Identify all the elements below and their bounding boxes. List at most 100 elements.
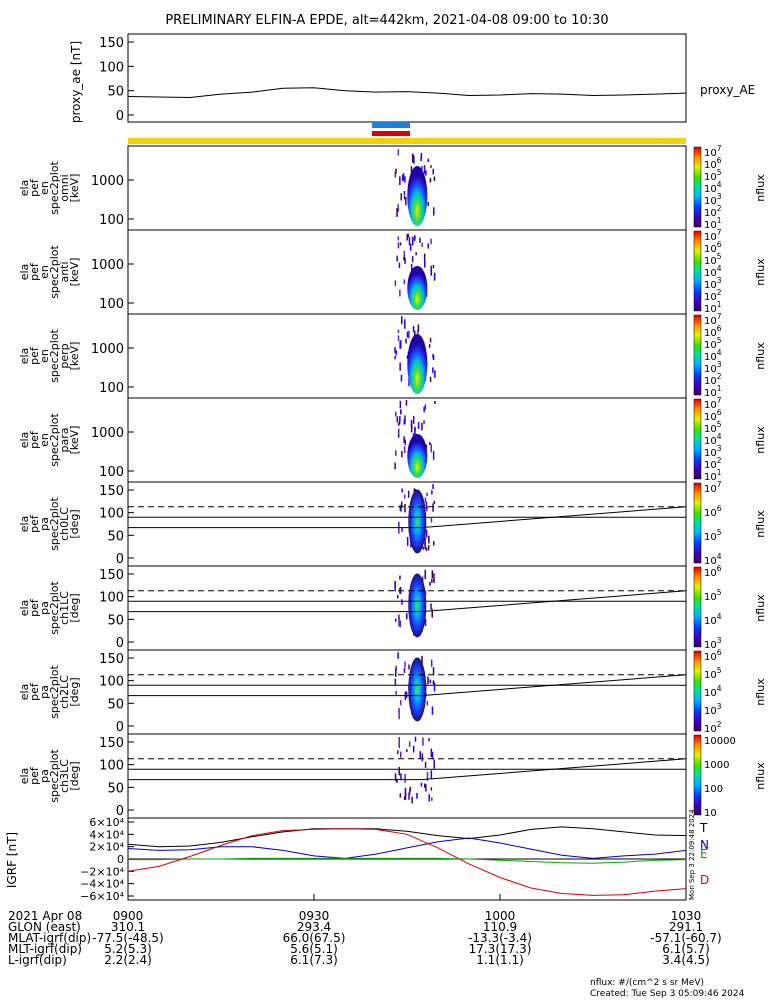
colorbar-tick-label: 104 [704,180,722,195]
speckle [423,420,425,424]
igrf-ytick-label: 6×10⁴ [89,816,124,829]
colorbar-tick-label: 102 [704,720,722,735]
igrf-series [127,826,687,896]
speckle [404,796,406,801]
speckle [400,507,402,512]
speckle [399,700,402,706]
panel-ytick-label: 100 [99,591,124,606]
colorbar [693,146,702,228]
speckle [396,255,398,262]
speckle [394,678,397,685]
speckle [405,197,407,206]
panel-ylabel-line: ch0LC [58,507,71,541]
igrf-ytick-label: −6×10⁴ [80,890,124,903]
speckle [424,497,427,503]
colorbar-tick-label: 105 [704,588,722,603]
panel-ylabel-line: [deg] [68,593,81,622]
speckle [411,236,414,246]
speckle [434,370,436,378]
speckle [397,335,400,342]
panel-ylabel-line: spec2plot [48,749,61,803]
flux-blob [408,573,427,638]
speckle [411,256,414,263]
colorbar-tick-label: 107 [704,396,722,411]
panel-ytick-label: 0 [116,804,124,819]
speckle [424,783,426,788]
speckle [429,441,431,445]
speckle [424,261,426,268]
xaxis-value: 6.1(5.7) [662,942,710,956]
speckle [414,736,417,742]
speckle [406,613,408,620]
speckle [424,404,427,410]
igrf-line-T [127,826,687,848]
speckle [425,547,428,552]
colorbar-tick-label: 105 [704,168,722,183]
speckle [399,242,402,246]
speckle [424,618,427,627]
colorbar-tick-label: 106 [704,564,722,579]
speckle [397,242,400,249]
igrf-line-E [128,857,687,864]
speckle [397,149,400,156]
speckle [403,446,406,453]
speckle [429,581,431,586]
speckle [404,792,407,800]
speckle [427,545,430,551]
ae-ytick-label: 50 [107,85,124,100]
flux-blob [408,489,427,554]
speckle [397,433,400,438]
colorbar-tick-label: 103 [704,636,722,651]
speckle [404,787,407,796]
speckle [424,542,426,550]
ae-ylabel: proxy_ae [nT] [69,41,83,123]
xaxis-value: 291.1 [669,920,703,934]
panel-ytick-label: 100 [99,297,124,312]
speckle [406,233,408,241]
speckle [428,535,430,544]
speckle [421,166,423,170]
speckle [400,374,403,382]
speckle [404,696,407,700]
speckle [394,355,396,360]
speckle [425,529,428,538]
speckle [433,765,435,769]
speckle [406,537,409,546]
colorbar-tick-label: 107 [704,312,722,327]
speckle [431,570,434,579]
speckle [407,233,409,238]
panel-ylabel-line: pef [28,766,41,785]
speckle [403,436,405,443]
panel-ytick-label: 100 [99,507,124,522]
speckle [412,416,415,424]
speckle [430,238,432,245]
panel-ylabel-line: ela [18,432,31,449]
colorbar-tick-label: 104 [704,348,722,363]
colorbar-tick-label: 104 [704,264,722,279]
igrf-ytick-label: 2×10⁴ [89,841,124,854]
speckle [426,771,429,781]
panel-frame [127,481,687,567]
speckle [431,608,433,618]
panel-ylabel-line: pef [28,598,41,617]
speckle [394,618,397,622]
panel-ylabel-line: anti [58,261,71,282]
speckle [424,761,427,768]
speckle [403,195,406,200]
science-zone-bar-red [372,131,410,136]
speckle [408,378,410,387]
speckle [398,711,400,720]
panel-ytick-label: 150 [99,652,124,667]
speckle [433,682,436,692]
speckle [406,749,408,753]
speckle [431,751,434,760]
speckle [413,488,416,492]
speckle [404,773,406,783]
panel-ylabel-line: pa [38,517,51,531]
panel-ylabel-line: pef [28,262,41,281]
speckle [408,792,410,800]
